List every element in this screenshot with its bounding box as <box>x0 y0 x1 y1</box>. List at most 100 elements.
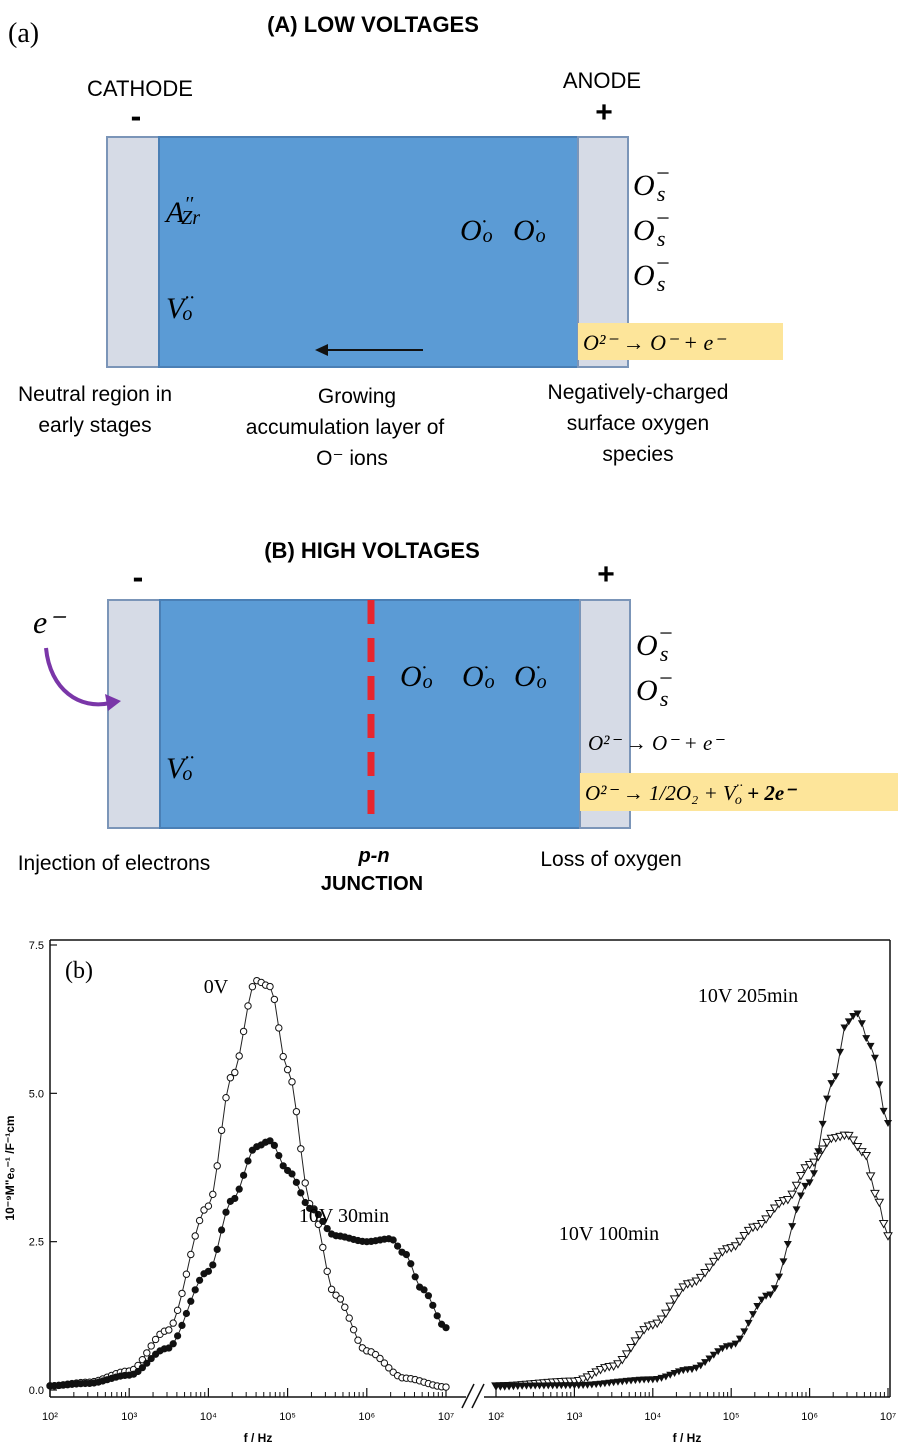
point-10v-205min <box>661 1373 670 1381</box>
point-0v <box>204 1202 213 1210</box>
point-10v-100min <box>613 1360 623 1369</box>
x-tick-label-right: 10⁷ <box>880 1411 896 1423</box>
point-10v-100min <box>617 1355 628 1365</box>
point-10v-30min <box>218 1226 226 1234</box>
point-10v-30min <box>270 1141 278 1149</box>
point-10v-205min <box>844 1018 853 1026</box>
point-0v <box>319 1243 327 1252</box>
x-axis-label-left: f / Hz <box>244 1431 273 1445</box>
point-10v-100min <box>708 1257 719 1267</box>
oxygen-defect-b3: O· o <box>514 657 547 693</box>
point-10v-205min <box>862 1035 871 1043</box>
y-tick-label: 7.5 <box>29 940 44 952</box>
point-0v <box>178 1289 186 1298</box>
acceptor-defect-label: A′′ Zr <box>164 193 200 229</box>
svg-text:species: species <box>602 443 673 466</box>
oxygen-defect-b2: O· o <box>462 657 495 693</box>
point-10v-205min <box>840 1024 849 1032</box>
point-10v-205min <box>770 1285 779 1293</box>
point-10v-30min <box>187 1297 195 1305</box>
point-0v <box>165 1326 173 1334</box>
point-10v-100min <box>735 1237 745 1247</box>
electron-label: e⁻ <box>33 604 66 640</box>
surface-oxygen-b2: O− s <box>636 666 674 711</box>
caption-accumulation-layer: Growing accumulation layer of O⁻ ions <box>246 385 445 470</box>
point-10v-30min <box>178 1321 186 1330</box>
accumulation-arrow <box>315 344 423 356</box>
point-0v <box>173 1306 182 1315</box>
point-0v <box>354 1336 362 1344</box>
point-10v-205min <box>809 1170 818 1178</box>
point-10v-30min <box>310 1206 318 1214</box>
surface-oxygen-1: O− s <box>633 161 671 206</box>
point-10v-205min <box>779 1258 788 1266</box>
point-10v-205min <box>796 1192 805 1200</box>
point-10v-30min <box>275 1151 283 1160</box>
surface-species-group-b: O− s O− s <box>636 621 674 711</box>
x-tick-label-right: 10⁵ <box>723 1411 740 1423</box>
series-line-10v-30min <box>50 1140 447 1387</box>
x-tick-label-right: 10² <box>488 1411 504 1423</box>
vacancy-defect-label: V·· o <box>166 287 194 325</box>
point-10v-205min <box>831 1073 840 1081</box>
reaction-b1: O²⁻ → O⁻ + e⁻ <box>588 731 725 755</box>
point-0v <box>349 1325 358 1334</box>
point-10v-205min <box>696 1362 705 1370</box>
point-10v-100min <box>883 1232 893 1241</box>
b-plus-sign: + <box>597 558 615 591</box>
oxygen-defect-b1: O· o <box>400 657 433 693</box>
svg-text:O⁻ ions: O⁻ ions <box>316 447 388 470</box>
point-10v-205min <box>827 1080 836 1088</box>
point-10v-100min <box>665 1302 676 1312</box>
point-10v-205min <box>753 1303 762 1311</box>
point-10v-205min <box>740 1328 749 1336</box>
point-10v-30min <box>402 1250 410 1259</box>
svg-text:accumulation layer of: accumulation layer of <box>246 416 445 439</box>
point-10v-100min <box>865 1172 876 1181</box>
point-10v-30min <box>174 1332 182 1340</box>
panel-a-label: (a) <box>8 18 39 49</box>
point-10v-30min <box>231 1194 239 1203</box>
point-10v-30min <box>319 1217 327 1226</box>
point-10v-205min <box>884 1120 892 1127</box>
point-10v-205min <box>762 1292 771 1300</box>
point-10v-205min <box>748 1311 757 1319</box>
point-10v-100min <box>713 1252 723 1262</box>
point-10v-30min <box>169 1340 177 1348</box>
point-0v <box>376 1354 384 1363</box>
point-0v <box>209 1190 217 1199</box>
series-line-0v <box>49 979 447 1388</box>
point-10v-100min <box>639 1326 649 1335</box>
point-10v-100min <box>582 1373 593 1382</box>
point-10v-205min <box>792 1206 801 1214</box>
point-10v-100min <box>700 1269 710 1278</box>
svg-text:Negatively-charged: Negatively-charged <box>548 381 729 404</box>
point-10v-100min <box>800 1164 811 1173</box>
point-10v-30min <box>297 1189 305 1197</box>
point-10v-205min <box>849 1013 858 1021</box>
point-10v-205min <box>823 1095 832 1103</box>
point-10v-205min <box>766 1291 775 1299</box>
point-10v-100min <box>769 1204 780 1214</box>
point-10v-100min <box>739 1232 750 1241</box>
vacancy-defect-label-b: V·· o <box>166 747 194 785</box>
point-10v-205min <box>670 1370 679 1378</box>
bulk-region-a <box>158 136 579 368</box>
point-10v-100min <box>661 1309 671 1319</box>
point-10v-100min <box>669 1295 680 1304</box>
point-0v <box>213 1162 221 1170</box>
reaction-b2: O²⁻ → 1/2O₂ + V·· o + 2e⁻ <box>585 779 797 808</box>
point-10v-205min <box>709 1351 718 1359</box>
point-0v <box>147 1342 155 1350</box>
point-10v-205min <box>775 1273 784 1281</box>
point-0v <box>182 1270 191 1278</box>
reaction-highlight-a <box>578 323 783 360</box>
point-0v <box>248 982 257 991</box>
point-10v-100min <box>743 1226 754 1236</box>
point-10v-100min <box>765 1209 776 1219</box>
point-10v-100min <box>791 1181 802 1191</box>
point-0v <box>187 1250 195 1259</box>
point-10v-205min <box>788 1223 797 1231</box>
point-10v-100min <box>630 1337 641 1346</box>
point-10v-30min <box>209 1261 217 1269</box>
